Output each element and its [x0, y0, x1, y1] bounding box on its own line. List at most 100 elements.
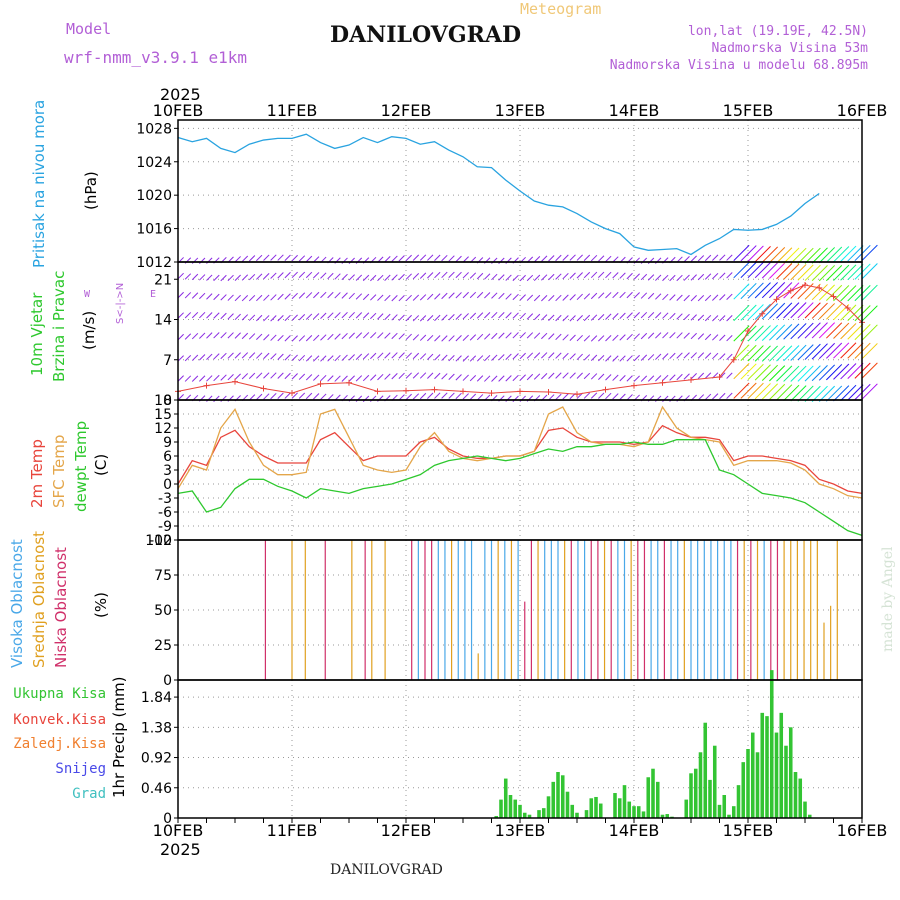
wind-barb — [562, 352, 569, 360]
wind-barb — [669, 274, 676, 282]
wind-barb — [662, 274, 669, 282]
wind-barb — [455, 392, 462, 400]
day-label-top: 14FEB — [609, 101, 660, 120]
wind-barb — [861, 263, 878, 280]
altitude-text: Nadmorska Visina 53m — [711, 41, 868, 56]
wind-barb — [362, 332, 370, 339]
wind-barb — [220, 274, 227, 282]
wind-barb — [519, 374, 526, 381]
precip-bar — [755, 752, 760, 818]
panel-frames — [177, 119, 863, 819]
wind-barb — [626, 312, 633, 319]
day-label-bottom: 13FEB — [495, 821, 546, 840]
temp-line-1 — [177, 405, 863, 499]
wind-barb — [626, 355, 633, 362]
wind-barb — [341, 332, 348, 340]
wind-barb — [384, 313, 391, 321]
wind-speed-marker — [545, 388, 552, 395]
wind-barb — [562, 334, 569, 341]
wind-barb — [505, 332, 512, 339]
wind-barb — [505, 375, 512, 382]
wind-barb — [811, 284, 828, 301]
wind-barb — [412, 294, 420, 301]
precip-bar — [641, 811, 646, 818]
wind-barb — [690, 255, 697, 262]
wind-barb — [491, 332, 498, 340]
wind-barb — [697, 333, 705, 340]
wind-barb — [305, 355, 313, 362]
wind-barb — [327, 394, 334, 401]
wind-barb — [184, 273, 192, 280]
wind-barb — [840, 304, 857, 321]
wind-barb — [569, 353, 576, 360]
wind-barb — [726, 372, 733, 379]
wind-barb — [669, 312, 676, 320]
wind-barb — [199, 354, 206, 361]
precip-bar — [765, 716, 769, 818]
wind-barb — [448, 292, 455, 299]
y-tick-label: 21 — [154, 272, 172, 288]
wind-speed-marker — [787, 287, 794, 294]
wind-barb — [313, 272, 320, 279]
wind-speed-marker — [346, 379, 352, 386]
wind-barb — [740, 304, 757, 321]
wind-barb — [733, 244, 750, 261]
wind-barb — [626, 272, 633, 280]
wind-barb — [298, 354, 306, 362]
wind-barb — [569, 372, 576, 379]
wind-barb — [334, 354, 341, 362]
wind-barb — [633, 273, 640, 280]
year-bottom: 2025 — [160, 840, 201, 859]
wind-speed-marker — [716, 374, 723, 380]
wind-speed-marker — [773, 296, 780, 303]
wind-barb — [754, 282, 771, 299]
wind-barb — [790, 323, 807, 340]
wind-barb — [804, 283, 821, 300]
wind-barb — [776, 282, 793, 299]
wind-barb — [256, 372, 263, 379]
wind-barb — [683, 313, 690, 321]
wind-barb — [448, 271, 455, 279]
wind-barb — [569, 294, 576, 301]
wind-barb — [662, 312, 669, 319]
wind-barb — [754, 325, 771, 342]
wind-barb — [434, 372, 441, 380]
wind-barb — [541, 332, 548, 340]
wind-barb — [277, 315, 284, 322]
wind-barb — [704, 393, 712, 401]
wind-speed-marker — [816, 284, 823, 291]
model-label: Model — [66, 20, 112, 38]
precip-bar — [613, 793, 617, 818]
wind-barb — [576, 372, 583, 379]
wind-barb — [533, 294, 541, 302]
wind-barb — [598, 373, 605, 380]
wind-barb — [491, 375, 498, 382]
wind-barb — [683, 373, 690, 380]
wind-barb — [320, 272, 327, 279]
y-tick-label: 0 — [163, 393, 172, 409]
wind-barb — [277, 334, 284, 342]
precip-bar — [522, 812, 527, 818]
wind-barb — [647, 274, 655, 281]
wind-barb — [840, 363, 857, 380]
wind-barb — [719, 353, 726, 360]
wind-barb — [790, 264, 807, 281]
wind-barb — [761, 345, 779, 362]
wind-barb — [590, 271, 598, 279]
wind-barb — [370, 294, 377, 301]
wind-barb — [234, 294, 241, 302]
wind-barb — [348, 375, 355, 382]
wind-barb — [398, 255, 405, 262]
wind-barb — [441, 335, 448, 342]
wind-barb — [462, 393, 469, 400]
wind-barb — [733, 304, 750, 322]
wind-barb — [412, 272, 420, 280]
wind-barb — [391, 255, 398, 262]
wind-barb — [669, 352, 676, 360]
precip-total-label: Ukupna Kisa — [13, 686, 106, 702]
wind-barb — [712, 393, 719, 400]
wind-barb — [341, 273, 348, 281]
wind-barb — [391, 295, 398, 302]
wind-barb — [697, 372, 705, 379]
